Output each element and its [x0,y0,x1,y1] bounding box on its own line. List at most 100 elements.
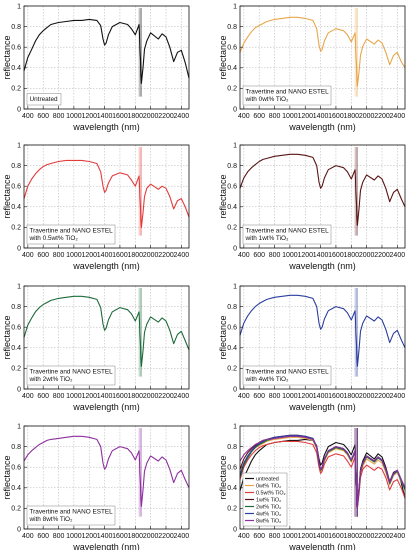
x-tick-label: 2400 [390,113,406,120]
y-tick-label: 0.8 [227,304,237,311]
axes-frame [239,5,406,110]
x-tick-label: 2000 [143,113,159,120]
y-tick-label: 0 [233,245,237,252]
y-tick-label: 0.6 [227,45,237,52]
y-tick-label: 0.8 [11,24,21,31]
y-axis-title: reflectance [2,315,12,359]
y-axis-title: reflectance [2,174,12,218]
y-tick-label: 0 [233,526,237,533]
sample-label-line: with 4wt% TiO₂ [245,376,289,383]
x-tick-label: 800 [53,113,65,120]
y-tick-label: 0.2 [11,225,21,232]
x-tick-label: 2000 [143,393,159,400]
x-tick-label: 1000 [66,533,82,540]
y-tick-label: 1 [17,142,21,149]
x-axis-title: wavelength (nm) [72,542,140,550]
x-tick-label: 2400 [390,393,406,400]
x-tick-label: 800 [269,113,281,120]
legend-entry: 8wt% TiO₂ [256,519,281,525]
x-tick-label: 800 [269,533,281,540]
x-tick-label: 1200 [297,113,313,120]
y-tick-label: 0.8 [227,24,237,31]
series-line [239,153,406,226]
x-tick-label: 2400 [174,533,190,540]
y-tick-label: 0.6 [227,325,237,332]
y-tick-label: 0.2 [11,86,21,93]
x-tick-label: 800 [269,393,281,400]
series-line [239,16,406,87]
x-axis-title: wavelength (nm) [72,261,140,271]
x-tick-label: 2400 [390,252,406,259]
y-tick-label: 1 [233,423,237,430]
x-axis-title: wavelength (nm) [72,402,140,412]
sample-label-line: Untreated [30,96,59,103]
x-axis-title: wavelength (nm) [288,261,356,271]
series-line [23,18,190,84]
y-tick-label: 0.8 [11,444,21,451]
axes-frame [23,285,190,390]
x-tick-label: 1600 [112,393,128,400]
axes-frame [239,144,406,249]
legend-entry: 1wt% TiO₂ [256,498,281,504]
x-tick-label: 400 [238,252,250,259]
x-tick-label: 2000 [359,252,375,259]
x-tick-label: 600 [37,533,49,540]
y-tick-label: 0.6 [227,465,237,472]
x-tick-label: 2200 [374,252,390,259]
axes-frame [23,5,190,110]
x-tick-label: 1400 [313,533,329,540]
sample-label-line: with 2wt% TiO₂ [29,376,73,383]
y-tick-label: 0.4 [227,345,237,352]
x-tick-label: 1200 [297,533,313,540]
x-tick-label: 1200 [297,252,313,259]
x-tick-label: 1200 [81,533,97,540]
y-tick-label: 0.2 [11,366,21,373]
series-line-3 [239,440,406,509]
x-tick-label: 1200 [297,393,313,400]
x-tick-label: 600 [253,533,265,540]
x-tick-label: 2200 [374,113,390,120]
y-tick-label: 0.2 [11,506,21,513]
sample-label-box [26,93,62,106]
y-tick-label: 0.8 [227,163,237,170]
x-tick-label: 1800 [127,113,143,120]
x-tick-label: 800 [53,533,65,540]
x-tick-label: 1400 [97,113,113,120]
sample-label-line: Travertine and NANO ESTEL [30,509,114,516]
y-tick-label: 1 [17,3,21,10]
sample-label-line: with 1wt% TiO₂ [245,235,289,242]
y-tick-label: 0.8 [11,304,21,311]
sample-label-box [26,224,116,245]
y-tick-label: 0.2 [227,86,237,93]
y-axis-title: reflectance [218,35,228,79]
x-tick-label: 2400 [174,113,190,120]
x-tick-label: 2200 [374,393,390,400]
series-line [239,294,406,367]
x-tick-label: 1000 [282,252,298,259]
x-tick-label: 1400 [313,393,329,400]
y-tick-label: 0.8 [11,163,21,170]
axes-frame [239,285,406,390]
y-axis-title: reflectance [218,174,228,218]
y-tick-label: 0 [17,386,21,393]
x-tick-label: 2200 [158,252,174,259]
y-tick-label: 0.6 [11,465,21,472]
series-line [23,159,190,228]
x-tick-label: 400 [22,533,34,540]
sample-label-box [26,365,116,386]
x-tick-label: 1400 [313,252,329,259]
x-tick-label: 400 [22,252,34,259]
x-tick-label: 2400 [174,252,190,259]
x-tick-label: 2400 [390,533,406,540]
x-tick-label: 1800 [127,252,143,259]
sample-label-box [26,505,116,526]
y-tick-label: 0 [17,106,21,113]
x-tick-label: 800 [269,252,281,259]
x-tick-label: 1600 [328,113,344,120]
axes-frame [23,425,190,530]
x-tick-label: 1800 [343,533,359,540]
